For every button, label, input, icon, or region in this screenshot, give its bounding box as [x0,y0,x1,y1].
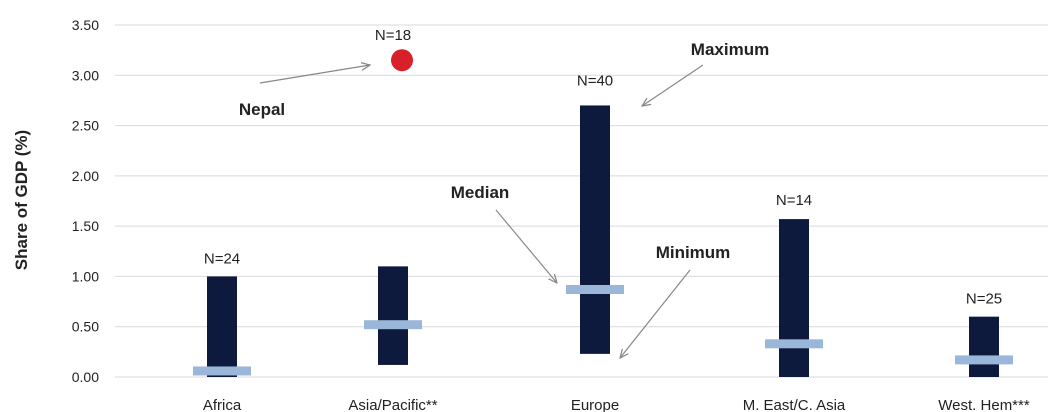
median-marker [566,285,624,295]
y-tick-label: 2.00 [72,168,99,184]
annotation-minimum: Minimum [656,243,731,262]
y-tick-label: 3.50 [72,17,99,33]
range-bar [969,316,999,377]
median-marker [765,339,823,349]
n-label: N=25 [966,291,1002,308]
n-label: N=18 [375,27,411,44]
n-labels: N=24 N=18 N=40 N=14 N=25 [204,27,1002,308]
annotation-nepal: Nepal [239,100,285,119]
y-tick-label: 0.50 [72,319,99,335]
category-label: Africa [203,397,242,412]
arrow-maximum [642,64,704,106]
n-label: N=24 [204,250,240,267]
category-label: Europe [571,397,619,412]
y-tick-label: 3.00 [72,67,99,83]
y-axis-label: Share of GDP (%) [12,130,31,270]
arrow-median [495,209,557,283]
y-tick-label: 1.00 [72,268,99,284]
annotation-maximum: Maximum [691,40,769,59]
n-label: N=14 [776,192,812,209]
category-label: West. Hem*** [938,397,1030,412]
median-marker [955,355,1013,365]
y-tick-label: 0.00 [72,369,99,385]
range-bar [378,266,408,365]
range-bars [207,105,999,377]
y-axis-ticks: 0.00 0.50 1.00 1.50 2.00 2.50 3.00 3.50 [72,17,99,385]
x-axis-categories: Africa Asia/Pacific** Europe M. East/C. Asi… [203,397,1030,412]
annotations: Maximum Median Minimum Nepal [239,40,769,358]
outlier-point-nepal [391,49,413,72]
y-tick-label: 1.50 [72,218,99,234]
range-bar [580,105,610,354]
arrow-nepal [259,65,370,84]
arrow-minimum [620,269,691,358]
annotation-median: Median [451,183,510,202]
y-tick-label: 2.50 [72,118,99,134]
median-markers [193,285,1013,376]
category-label: M. East/C. Asia [743,397,846,412]
range-bar [207,276,237,377]
n-label: N=40 [577,72,613,89]
median-marker [364,320,422,330]
range-bar [779,219,809,377]
category-label: Asia/Pacific** [348,397,437,412]
median-marker [193,366,251,376]
